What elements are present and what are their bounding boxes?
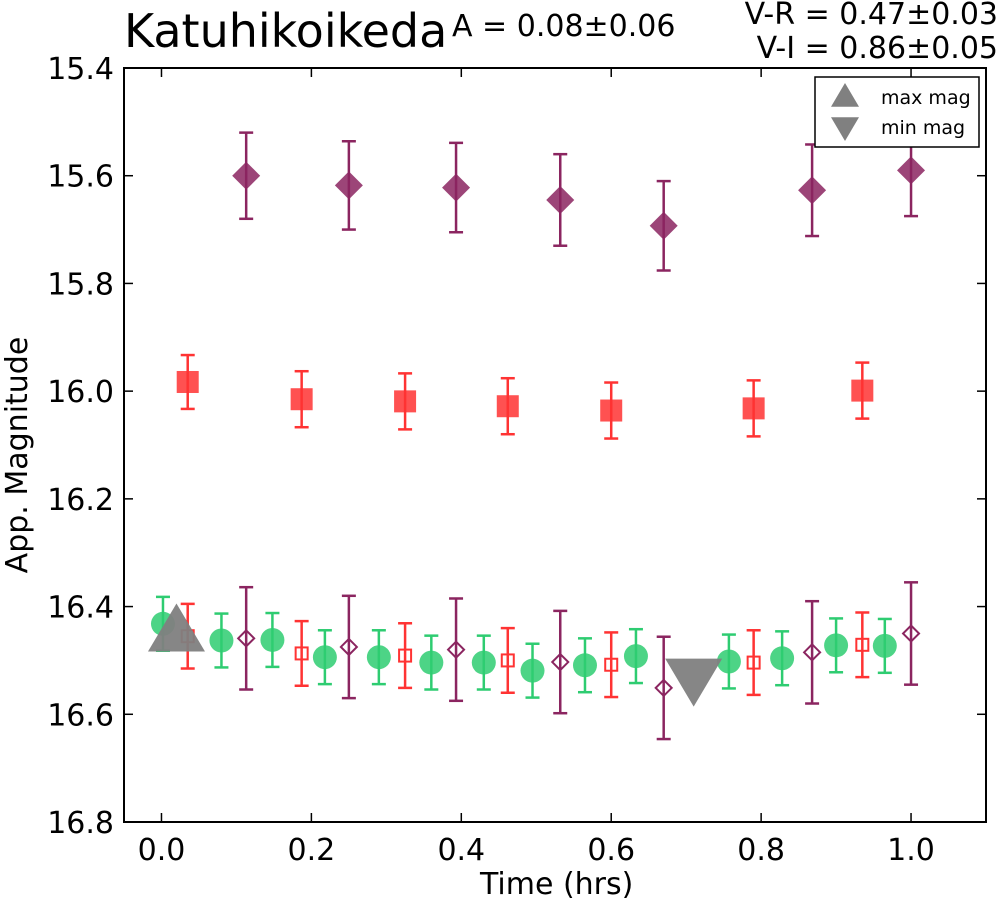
data-point (339, 637, 359, 657)
data-point (312, 645, 337, 670)
data-point (604, 657, 619, 672)
x-tick-label: 0.6 (587, 833, 635, 868)
data-point (798, 176, 827, 205)
axis-ticks: 0.0 0.2 0.4 0.6 0.8 1.0 15.4 15.6 15.8 16.0 16.2 16… (47, 52, 986, 868)
max-mag-marker (147, 603, 205, 652)
data-point (824, 633, 849, 658)
y-tick-label: 16.4 (47, 591, 114, 626)
data-point (600, 399, 623, 422)
data-point (496, 395, 519, 418)
y-tick-label: 15.8 (47, 267, 114, 302)
y-tick-label: 16.2 (47, 483, 114, 518)
series-2 (150, 595, 897, 699)
data-point (742, 397, 765, 420)
data-point (290, 388, 313, 411)
y-tick-label: 15.6 (47, 160, 114, 195)
legend-label: max mag (881, 87, 971, 109)
data-point (901, 624, 921, 643)
y-tick-label: 16.6 (47, 698, 114, 733)
data-point (550, 652, 570, 672)
data-point (897, 156, 926, 185)
data-point (236, 628, 256, 648)
y-tick-label: 16.8 (47, 806, 114, 841)
x-tick-label: 0.8 (737, 833, 785, 868)
data-point (872, 633, 897, 658)
data-point (716, 649, 741, 674)
v-i-color-annotation: V-I = 0.86±0.05 (756, 31, 998, 66)
data-point (572, 653, 597, 678)
data-point (500, 653, 515, 668)
v-r-color-annotation: V-R = 0.47±0.03 (744, 0, 998, 32)
data-point (770, 646, 795, 671)
legend-min-icon (831, 117, 859, 141)
data-point (649, 211, 678, 240)
data-point (546, 185, 575, 214)
y-tick-label: 15.4 (47, 52, 114, 87)
data-point (366, 645, 391, 670)
series-3 (180, 602, 870, 699)
extrema-markers (147, 603, 723, 707)
amplitude-annotation: A = 0.08±0.06 (452, 9, 676, 44)
y-tick-label: 16.0 (47, 375, 114, 410)
legend-max-icon (831, 83, 859, 107)
data-point (176, 370, 199, 393)
data-point (471, 650, 496, 675)
y-axis-label: App. Magnitude (0, 336, 35, 574)
x-tick-label: 1.0 (887, 833, 935, 868)
plot-frame (123, 67, 987, 823)
data-point (446, 640, 466, 660)
data-point (334, 171, 363, 200)
data-point (442, 173, 471, 202)
x-tick-label: 0.4 (437, 833, 485, 868)
data-point (419, 650, 444, 675)
x-axis-label: Time (hrs) (480, 867, 634, 902)
min-mag-marker (665, 658, 723, 707)
data-marks (147, 123, 926, 741)
data-point (851, 379, 874, 402)
data-point (260, 627, 285, 652)
data-point (294, 646, 309, 661)
data-point (654, 678, 674, 698)
series-4 (236, 581, 921, 741)
data-point (398, 648, 413, 663)
x-tick-label: 0.2 (288, 833, 336, 868)
data-point (855, 637, 870, 652)
data-point (232, 161, 261, 190)
legend: max mag min mag (814, 76, 980, 148)
x-tick-label: 0.0 (138, 833, 186, 868)
data-point (520, 658, 545, 683)
legend-label: min mag (881, 117, 965, 139)
data-point (746, 655, 761, 670)
series-1 (176, 353, 874, 440)
data-point (802, 642, 822, 662)
data-point (623, 644, 648, 669)
data-point (394, 390, 417, 413)
chart-title: Katuhikoikeda (124, 4, 448, 58)
series-0 (232, 123, 926, 272)
data-point (209, 628, 234, 653)
